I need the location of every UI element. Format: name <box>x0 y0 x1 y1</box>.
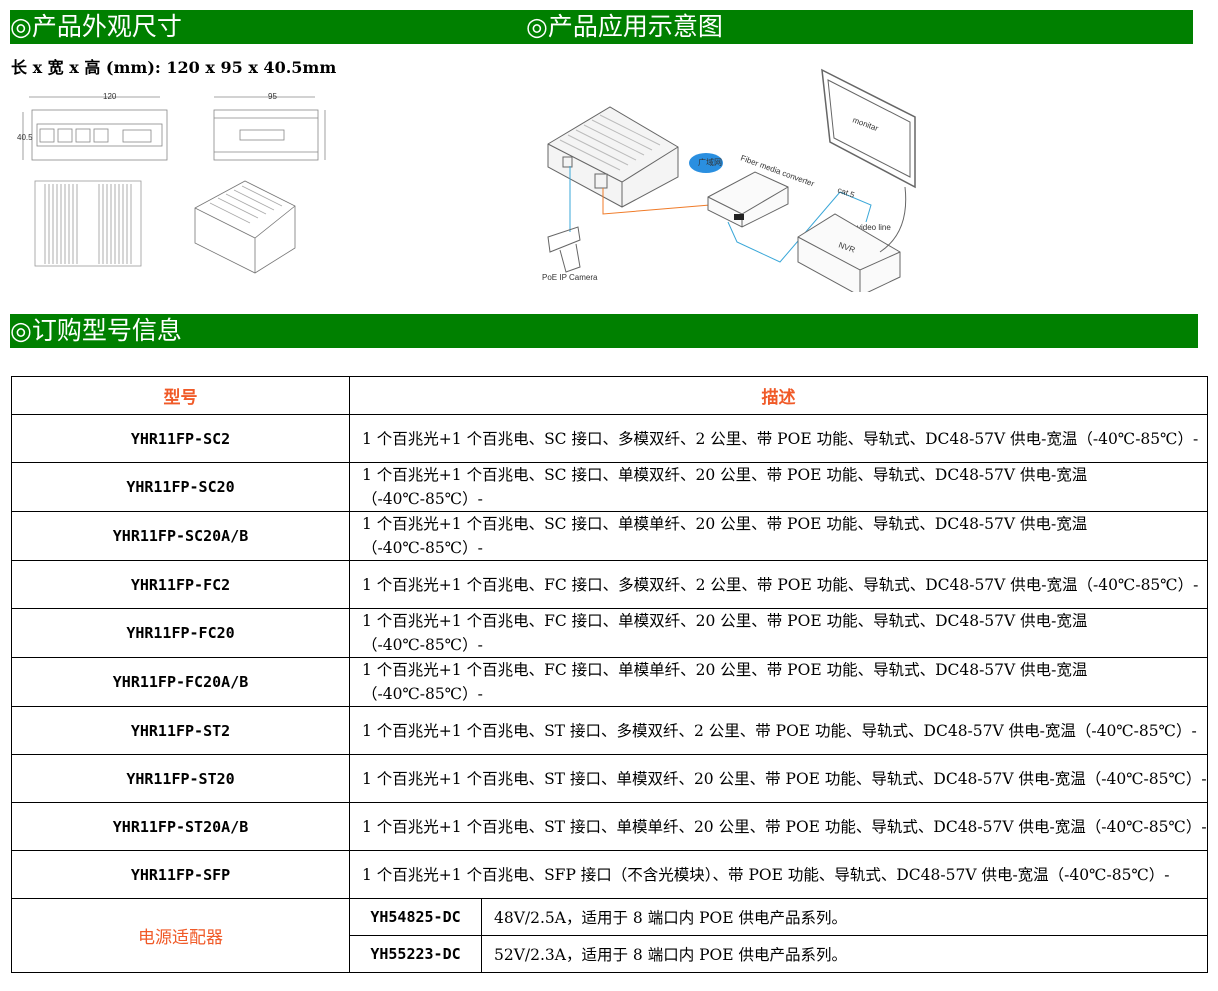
table-row: YHR11FP-ST2 1 个百兆光+1 个百兆电、ST 接口、多模双纤、2 公里… <box>11 706 1208 755</box>
cat5-label: cat.5 <box>836 185 856 200</box>
model-cell: YHR11FP-SC20A/B <box>11 511 350 561</box>
table-row: YHR11FP-SFP 1 个百兆光+1 个百兆电、SFP 接口（不含光模块）、带… <box>11 850 1208 899</box>
description-cell: 1 个百兆光+1 个百兆电、SFP 接口（不含光模块）、带 POE 功能、导轨式… <box>349 850 1208 899</box>
model-cell: YHR11FP-SC20 <box>11 462 350 512</box>
adapter-description-cell: 52V/2.3A，适用于 8 端口内 POE 供电产品系列。 <box>481 935 1208 973</box>
isometric-view-drawing <box>194 180 296 274</box>
description-cell: 1 个百兆光+1 个百兆电、SC 接口、多模双纤、2 公里、带 POE 功能、导… <box>349 414 1208 463</box>
model-cell: YHR11FP-FC20 <box>11 608 350 658</box>
length-label: 120 <box>103 92 117 101</box>
nvr-illustration <box>797 213 901 292</box>
dimensions-title: ◎产品外观尺寸 <box>10 12 182 41</box>
adapter-model-cell: YH55223-DC <box>349 935 482 973</box>
front-view-drawing: 120 40.5 <box>17 92 168 161</box>
section-header-bar: ◎产品外观尺寸 ◎产品应用示意图 <box>10 10 1193 44</box>
monitor-illustration <box>821 68 916 253</box>
description-cell: 1 个百兆光+1 个百兆电、FC 接口、单模双纤、20 公里、带 POE 功能、… <box>349 608 1208 658</box>
table-row: YHR11FP-FC20 1 个百兆光+1 个百兆电、FC 接口、单模双纤、20 … <box>11 608 1208 658</box>
cloud-icon <box>689 153 723 173</box>
fiber-cable <box>602 188 711 215</box>
power-adapter-label: 电源适配器 <box>11 898 350 973</box>
poe-switch-illustration <box>547 106 679 208</box>
model-cell: YHR11FP-ST20 <box>11 754 350 803</box>
application-title: ◎产品应用示意图 <box>526 12 723 41</box>
power-adapter-row: 电源适配器 YH54825-DC 48V/2.5A，适用于 8 端口内 POE 供电… <box>11 898 1208 973</box>
media-converter-illustration <box>707 171 789 228</box>
width-label: 95 <box>268 92 277 101</box>
video-line-label: video line <box>857 223 891 232</box>
table-row: YHR11FP-SC20 1 个百兆光+1 个百兆电、SC 接口、单模双纤、20 … <box>11 462 1208 512</box>
description-cell: 1 个百兆光+1 个百兆电、ST 接口、多模双纤、2 公里、带 POE 功能、导… <box>349 706 1208 755</box>
ordering-header-bar: ◎订购型号信息 <box>10 314 1198 348</box>
cat5-cable <box>727 191 872 263</box>
description-cell: 1 个百兆光+1 个百兆电、FC 接口、单模单纤、20 公里、带 POE 功能、… <box>349 657 1208 707</box>
ordering-table: 型号 描述 YHR11FP-SC2 1 个百兆光+1 个百兆电、SC 接口、多模双… <box>11 376 1208 973</box>
model-cell: YHR11FP-SFP <box>11 850 350 899</box>
ordering-title: ◎订购型号信息 <box>10 316 182 345</box>
table-row: YHR11FP-ST20 1 个百兆光+1 个百兆电、ST 接口、单模双纤、20 … <box>11 754 1208 803</box>
application-diagram: PoE IP Camera 广域网 Fiber media converter … <box>542 68 916 292</box>
model-cell: YHR11FP-ST2 <box>11 706 350 755</box>
side-view-drawing: 95 <box>213 92 326 161</box>
header-model: 型号 <box>11 376 350 415</box>
table-row: YHR11FP-SC20A/B 1 个百兆光+1 个百兆电、SC 接口、单模单纤、… <box>11 511 1208 561</box>
adapter-model-cell: YH54825-DC <box>349 898 482 936</box>
camera-label: PoE IP Camera <box>542 273 598 282</box>
description-cell: 1 个百兆光+1 个百兆电、SC 接口、单模单纤、20 公里、带 POE 功能、… <box>349 511 1208 561</box>
table-row: YHR11FP-SC2 1 个百兆光+1 个百兆电、SC 接口、多模双纤、2 公里… <box>11 414 1208 463</box>
model-cell: YHR11FP-SC2 <box>11 414 350 463</box>
power-adapter-row: YH55223-DC 52V/2.3A，适用于 8 端口内 POE 供电产品系列。 <box>12 935 1208 973</box>
table-row: YHR11FP-FC2 1 个百兆光+1 个百兆电、FC 接口、多模双纤、2 公里… <box>11 560 1208 609</box>
table-row: YHR11FP-FC20A/B 1 个百兆光+1 个百兆电、FC 接口、单模单纤、… <box>11 657 1208 707</box>
camera-illustration <box>547 226 581 273</box>
table-row: YHR11FP-ST20A/B 1 个百兆光+1 个百兆电、ST 接口、单模单纤、… <box>11 802 1208 851</box>
adapter-description-cell: 48V/2.5A，适用于 8 端口内 POE 供电产品系列。 <box>481 898 1208 936</box>
description-cell: 1 个百兆光+1 个百兆电、FC 接口、多模双纤、2 公里、带 POE 功能、导… <box>349 560 1208 609</box>
top-view-drawing <box>34 180 142 267</box>
dimension-drawings: 120 40.5 95 <box>17 92 326 274</box>
cloud-label: 广域网 <box>698 157 722 167</box>
table-header-row: 型号 描述 <box>11 376 1208 415</box>
model-cell: YHR11FP-ST20A/B <box>11 802 350 851</box>
description-cell: 1 个百兆光+1 个百兆电、ST 接口、单模单纤、20 公里、带 POE 功能、… <box>349 802 1208 851</box>
height-label: 40.5 <box>17 133 33 142</box>
dimensions-text: 长 x 宽 x 高 (mm): 120 x 95 x 40.5mm <box>11 58 337 77</box>
model-cell: YHR11FP-FC20A/B <box>11 657 350 707</box>
header-description: 描述 <box>349 376 1208 415</box>
description-cell: 1 个百兆光+1 个百兆电、ST 接口、单模双纤、20 公里、带 POE 功能、… <box>349 754 1208 803</box>
model-cell: YHR11FP-FC2 <box>11 560 350 609</box>
description-cell: 1 个百兆光+1 个百兆电、SC 接口、单模双纤、20 公里、带 POE 功能、… <box>349 462 1208 512</box>
